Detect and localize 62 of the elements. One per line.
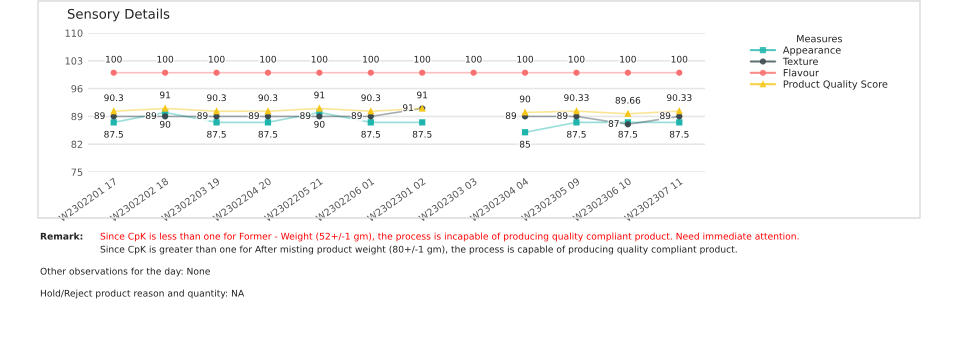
data-label: 85 <box>520 140 530 148</box>
text: Since CpK is greater than one for After misting product weight (80+/-1 gm), the process is capable of producing quality compliant product. <box>100 246 737 254</box>
data-label: 91 <box>417 92 428 98</box>
data-label: 90 <box>520 96 530 102</box>
legend-label: Flavour <box>784 68 819 76</box>
data-label: 89 <box>506 112 516 120</box>
data-label: 89 <box>557 112 568 120</box>
data-label: 89 <box>352 112 362 120</box>
y-tick-label: 82 <box>71 140 82 148</box>
data-label: 90 <box>314 120 325 128</box>
data-label: 100 <box>260 56 276 63</box>
y-tick-label: 75 <box>72 168 82 176</box>
y-tick-label: 103 <box>66 57 82 65</box>
data-label: 91 <box>160 92 170 98</box>
data-label: 100 <box>208 56 225 63</box>
text: Other observations for the day: None <box>40 268 210 276</box>
data-label: 90 <box>160 120 170 128</box>
chart-title: Sensory Details <box>68 8 170 22</box>
data-label: 89 <box>300 112 310 120</box>
data-label: 87.5 <box>361 130 380 138</box>
data-label: 87.5 <box>412 130 432 138</box>
data-label: 90.33 <box>666 94 692 102</box>
data-label: 90.3 <box>258 94 278 102</box>
data-label: 89.66 <box>616 96 640 104</box>
data-label: 89 <box>94 112 105 120</box>
data-label: 87 <box>608 120 619 127</box>
data-label: 100 <box>517 56 534 63</box>
data-label: 87.5 <box>618 130 638 138</box>
data-label: 87.5 <box>567 130 586 138</box>
data-label: 100 <box>466 56 482 63</box>
data-label: 100 <box>568 56 584 63</box>
legend-label: Texture <box>782 58 818 66</box>
data-label: 87.5 <box>207 130 226 138</box>
data-label: 89 <box>146 112 156 120</box>
text: Hold/Reject product reason and quantity: NA <box>40 290 244 298</box>
data-label: 100 <box>106 56 122 63</box>
data-label: 100 <box>414 56 430 63</box>
data-label: 87.5 <box>258 130 278 138</box>
data-label: 89 <box>197 112 208 120</box>
data-label: 89 <box>248 112 259 120</box>
y-tick-label: 110 <box>66 29 82 37</box>
data-label: 89 <box>660 112 670 120</box>
data-label: 100 <box>158 56 174 63</box>
data-label: 91 <box>402 104 414 112</box>
data-label: 87.5 <box>104 130 123 138</box>
data-label: 100 <box>312 56 328 63</box>
y-tick-label: 96 <box>71 85 83 92</box>
data-label: 100 <box>620 56 636 63</box>
legend-label: Product Quality Score <box>784 80 888 90</box>
text: Since CpK is less than one for Former - Weight (52+/-1 gm), the process is incapable of producing quality compliant product. Need immediate attention. <box>100 232 798 242</box>
data-label: 87.5 <box>670 130 689 138</box>
y-tick-label: 89 <box>71 112 82 120</box>
data-label: 90.3 <box>104 94 124 102</box>
data-label: 91 <box>314 92 324 98</box>
data-label: 90.3 <box>207 94 226 102</box>
legend-label: Appearance <box>782 46 841 56</box>
data-label: 100 <box>363 56 379 63</box>
legend-title: Measures <box>797 35 842 42</box>
text: Remark: <box>40 232 82 240</box>
data-label: 100 <box>672 56 688 63</box>
data-label: 90.3 <box>361 94 380 102</box>
data-label: 90.33 <box>564 94 589 102</box>
